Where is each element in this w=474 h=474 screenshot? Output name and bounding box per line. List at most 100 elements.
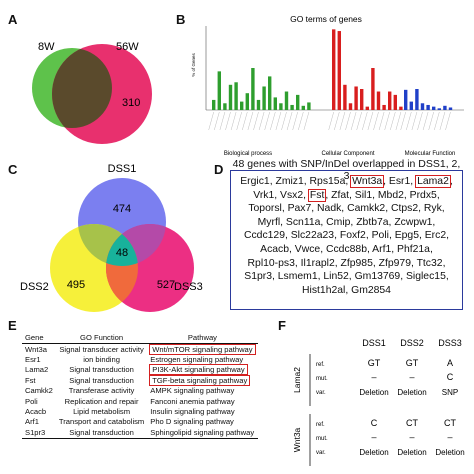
bar-1-1 xyxy=(337,31,341,110)
bar-0-0 xyxy=(212,99,216,110)
bar-2-6 xyxy=(437,108,441,110)
gene-text: Ccdc129, Slc22a23, Foxf2, Poli, Epg5, Er… xyxy=(243,230,450,242)
venn-overlap-region xyxy=(52,48,112,128)
col-header-gene: Gene xyxy=(22,332,56,344)
bar-1-4 xyxy=(354,86,358,110)
tick-label-2-7 xyxy=(439,111,446,131)
variant-cell-var: Deletion xyxy=(397,448,426,457)
cell-pathway: Fanconi anemia pathway xyxy=(147,396,257,406)
tick-label-2-0 xyxy=(400,111,406,131)
bar-1-5 xyxy=(360,89,364,110)
panel-d-label: D xyxy=(214,162,224,177)
table-row: Acacb Lipid metabolism Insulin signaling p… xyxy=(22,406,258,416)
variant-cell-ref: C xyxy=(371,418,378,428)
go-function: Signal transducer activity xyxy=(59,344,144,354)
variant-cell-mut: – xyxy=(447,432,452,442)
pathway-name: Pho D signaling pathway xyxy=(150,417,234,427)
chart-category-bp: Biological process xyxy=(224,151,272,157)
cell-go: Replication and repair xyxy=(56,396,147,406)
bar-2-2 xyxy=(415,89,419,110)
pathway-name: TGF-beta signaling pathway xyxy=(149,374,251,386)
table-row: Wnt3a Signal transducer activity Wnt/mTOR … xyxy=(22,343,258,355)
chart-category-cc: Cellular Component xyxy=(321,151,374,157)
bar-1-10 xyxy=(388,91,392,110)
variant-cell-ref: CT xyxy=(406,418,418,428)
tick-label-2-1 xyxy=(406,111,412,131)
bar-2-1 xyxy=(409,101,413,110)
table-row: Lama2 Signal transduction PI3K-Akt signali… xyxy=(22,364,258,376)
tick-label-1-1 xyxy=(334,111,340,131)
bar-0-6 xyxy=(245,93,249,110)
gene-text: S1pr3, Lsmem1, Lin52, Gm13769, Siglec15, xyxy=(244,271,449,283)
venn-dss1-label: DSS1 xyxy=(108,163,137,175)
variant-cell-mut: – xyxy=(409,372,414,382)
col-header-go-function: GO Function xyxy=(55,332,148,344)
bar-1-3 xyxy=(348,103,353,110)
column-header: DSS2 xyxy=(400,338,424,348)
bar-1-8 xyxy=(376,91,381,110)
venn-56w-unique-count: 310 xyxy=(122,97,140,109)
bar-1-2 xyxy=(343,84,347,110)
bar-0-9 xyxy=(262,86,266,110)
gene-text: Vrk1, Vsx2, xyxy=(253,189,309,201)
variant-cell-ref: GT xyxy=(368,358,381,368)
gene-line: S1pr3, Lsmem1, Lin52, Gm13769, Siglec15, xyxy=(231,270,462,284)
cell-gene: Poli xyxy=(22,396,56,406)
variant-cell-mut: – xyxy=(371,432,376,442)
panel-b-bar-chart: GO terms of genes % of Genes Biological … xyxy=(191,14,464,157)
cell-go: Lipid metabolism xyxy=(56,406,147,416)
gene-text: Toporsl, Pax7, Nadk, Camkk2, Ctps2, Ryk, xyxy=(248,203,445,215)
go-function: Signal transduction xyxy=(69,375,134,385)
gene-name: Lama2 xyxy=(25,365,49,375)
tick-label-1-10 xyxy=(384,111,390,131)
venn-dss2-label: DSS2 xyxy=(20,281,49,293)
tick-label-1-4 xyxy=(350,111,357,131)
variant-gene-name: Wnt3a xyxy=(292,427,302,452)
venn-dss2-only-count: 495 xyxy=(67,279,85,291)
cell-go: Transport and catabolism xyxy=(56,417,147,427)
panel-a-venn: 8W 56W 310 xyxy=(32,41,152,144)
cell-gene: Esr1 xyxy=(22,354,56,364)
cell-go: Signal transduction xyxy=(56,375,147,385)
tick-label-2-4 xyxy=(422,111,429,131)
variant-cell-mut: C xyxy=(447,372,454,382)
panel-a-label: A xyxy=(8,12,18,27)
tick-label-0-9 xyxy=(258,111,265,131)
tick-label-0-5 xyxy=(236,111,242,131)
col-header-pathway: Pathway xyxy=(147,332,258,344)
variant-cell-var: Deletion xyxy=(359,388,388,397)
variant-cell-ref: CT xyxy=(444,418,456,428)
bar-0-8 xyxy=(256,99,261,110)
bar-1-9 xyxy=(382,104,386,110)
variant-cell-mut: – xyxy=(409,432,414,442)
gene-text: Rpl10-ps3, Il1rapl2, Zfp985, Zfp979, Ttc… xyxy=(247,257,446,269)
cell-pathway: PI3K-Akt signaling pathway xyxy=(147,364,257,376)
variant-cell-mut: – xyxy=(371,372,376,382)
tick-label-1-5 xyxy=(356,111,362,131)
variant-cell-ref: GT xyxy=(406,358,419,368)
cell-go: Signal transduction xyxy=(55,427,148,439)
variant-cell-var: Deletion xyxy=(359,448,388,457)
cell-gene: Fst xyxy=(22,375,56,385)
tick-label-1-0 xyxy=(328,111,334,131)
go-function: Signal transduction xyxy=(69,365,134,375)
tick-label-0-6 xyxy=(242,111,248,131)
bar-0-12 xyxy=(279,103,283,110)
pathway-name: Insulin signaling pathway xyxy=(150,407,235,417)
panel-c-venn: DSS1 DSS2 DSS3 474 495 527 48 xyxy=(20,163,203,312)
gene-line: Ergic1, Zmiz1, Rps15a, Wnt3a, Esr1, Lama… xyxy=(231,175,462,189)
tick-label-0-12 xyxy=(275,111,282,131)
row-label: ref. xyxy=(316,362,325,368)
bar-1-11 xyxy=(393,94,397,110)
highlighted-gene: Wnt3a xyxy=(350,175,385,188)
cell-go: ion binding xyxy=(56,354,147,364)
table-row: Fst Signal transduction TGF-beta signaling… xyxy=(22,374,258,386)
tick-label-0-1 xyxy=(214,111,220,131)
venn-center-region xyxy=(106,224,138,266)
go-function: Transport and catabolism xyxy=(58,417,145,427)
gene-name: Arf1 xyxy=(25,417,39,427)
bar-1-7 xyxy=(371,68,375,110)
variant-table: DSS1 DSS2 DSS3 Lama2 ref. mut. var. GT GT A – – C Del… xyxy=(292,338,465,466)
gene-name: Wnt3a xyxy=(25,344,47,354)
row-label: var. xyxy=(316,390,326,396)
